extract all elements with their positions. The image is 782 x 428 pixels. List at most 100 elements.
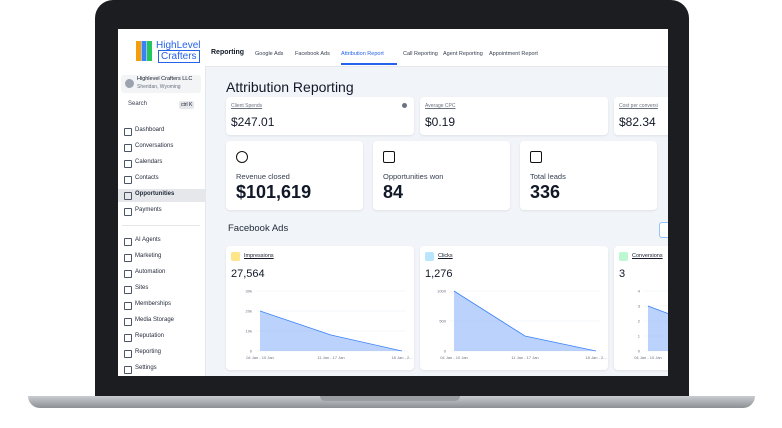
chart-title[interactable]: Impressions [244, 253, 274, 259]
top-bar: Reporting Google Ads Facebook Ads Attribut… [205, 29, 668, 67]
y-tick-label: 1 [638, 334, 641, 339]
chart-card: Conversions 3 0 1 2 3 4 04 Jan - 10 Jan [614, 246, 668, 370]
tab[interactable]: Appointment Report [489, 51, 538, 57]
nav-item[interactable]: Contacts [135, 175, 159, 181]
nav-item[interactable]: AI Agents [135, 237, 161, 243]
chart-icon [231, 252, 240, 261]
nav-icon [124, 302, 132, 310]
stat-label: Client Spends [231, 103, 263, 109]
tab[interactable]: Attribution Report [341, 51, 384, 57]
y-tick-label: 500 [439, 319, 446, 324]
x-tick-label: 18 Jan - 2... [391, 355, 412, 360]
kpi-card: Total leads 336 [520, 141, 657, 210]
area [454, 291, 596, 351]
stat-label: Cost per conversi [619, 103, 658, 109]
nav-item[interactable]: Sites [135, 285, 149, 291]
nav-icon [124, 270, 132, 278]
nav-icon [124, 238, 132, 246]
nav-item[interactable]: Memberships [135, 301, 172, 307]
y-tick-label: 20k [246, 309, 252, 314]
nav-icon [124, 144, 132, 152]
stat-value: $82.34 [619, 115, 656, 129]
nav-item[interactable]: Dashboard [135, 127, 165, 133]
y-tick-label: 2 [638, 319, 641, 324]
nav-item[interactable]: Calendars [135, 159, 163, 165]
y-tick-label: 4 [638, 289, 641, 294]
account-switcher[interactable] [121, 75, 201, 93]
logo-icon [136, 41, 152, 61]
account-name: Highlevel Crafters LLC [137, 76, 193, 82]
nav-item[interactable]: Automation [135, 269, 166, 275]
nav-item[interactable]: Payments [135, 207, 162, 213]
nav-icon [124, 208, 132, 216]
nav-item[interactable]: Conversations [135, 143, 174, 149]
chart-title[interactable]: Conversions [632, 253, 663, 259]
nav-item[interactable]: Reputation [135, 333, 165, 339]
nav-icon [124, 176, 132, 184]
kpi-icon [530, 151, 542, 163]
nav-icon [124, 334, 132, 342]
kpi-value: 84 [383, 182, 404, 202]
settings-icon[interactable] [402, 103, 407, 108]
area [260, 311, 402, 351]
kpi-label: Revenue closed [236, 172, 290, 181]
tab[interactable]: Facebook Ads [295, 51, 330, 57]
scroll-button[interactable] [659, 222, 668, 238]
nav-icon [124, 192, 132, 200]
nav-active-bg [118, 189, 205, 202]
stat-card: Cost per conversi $82.34 [614, 97, 668, 135]
stat-value: $0.19 [425, 115, 456, 129]
tab[interactable]: Call Reporting [403, 51, 438, 57]
nav-icon [124, 350, 132, 358]
nav-icon [124, 254, 132, 262]
area [648, 306, 668, 351]
nav-item[interactable]: Opportunities [135, 191, 175, 197]
screen: HighLevel Crafters Highlevel Crafters LL… [118, 29, 668, 376]
page-title: Attribution Reporting [226, 79, 354, 95]
y-tick-label: 0 [444, 349, 447, 354]
chart: 0 10k 20k 30k 04 Jan - 10 Jan 11 Jan - 17 Jan… [246, 289, 413, 361]
laptop-notch [320, 396, 460, 401]
nav-icon [124, 128, 132, 136]
account-location: Sheridan, Wyoming [137, 84, 181, 90]
chart-card: Impressions 27,564 0 10k 20k 30k 04 Jan - 10 J… [226, 246, 414, 370]
chart-total: 3 [619, 268, 626, 280]
y-tick-label: 30k [246, 289, 252, 294]
stat-value: $247.01 [231, 115, 275, 129]
line [453, 290, 597, 352]
chart-total: 27,564 [231, 268, 265, 280]
stat-card: Average CPC $0.19 [420, 97, 608, 135]
nav-icon [124, 318, 132, 326]
logo-line2: Crafters [158, 50, 200, 63]
search-shortcut: ctrl K [179, 101, 195, 109]
y-tick-label: 0 [638, 349, 641, 354]
kpi-label: Total leads [530, 172, 566, 181]
search[interactable]: Search [128, 101, 148, 107]
nav-icon [124, 160, 132, 168]
y-tick-label: 10k [246, 329, 252, 334]
account-avatar [125, 79, 134, 88]
x-tick-label: 11 Jan - 17 Jan [511, 355, 538, 360]
stat-card: Client Spends $247.01 [226, 97, 414, 135]
section-title: Facebook Ads [228, 223, 289, 234]
chart-card: Clicks 1,276 0 500 1000 04 Jan - 10 Jan 11 Jan… [420, 246, 608, 370]
sidebar: HighLevel Crafters Highlevel Crafters LL… [118, 29, 206, 376]
x-tick-label: 04 Jan - 10 Jan [634, 355, 662, 360]
tab[interactable]: Agent Reporting [443, 51, 483, 57]
line [259, 310, 403, 352]
section-heading: Reporting [211, 49, 245, 56]
tab[interactable]: Google Ads [255, 51, 284, 57]
kpi-icon [236, 151, 248, 163]
nav-item[interactable]: Reporting [135, 349, 162, 355]
laptop-base [28, 396, 755, 408]
tab-underline [341, 63, 397, 65]
chart: 0 1 2 3 4 04 Jan - 10 Jan [634, 289, 668, 360]
nav-icon [124, 366, 132, 374]
chart-title[interactable]: Clicks [438, 253, 453, 259]
kpi-card: Opportunities won 84 [373, 141, 510, 210]
nav-item[interactable]: Marketing [135, 253, 162, 259]
kpi-card: Revenue closed $101,619 [226, 141, 363, 210]
nav-item[interactable]: Media Storage [135, 317, 175, 323]
nav-item[interactable]: Settings [135, 365, 157, 371]
